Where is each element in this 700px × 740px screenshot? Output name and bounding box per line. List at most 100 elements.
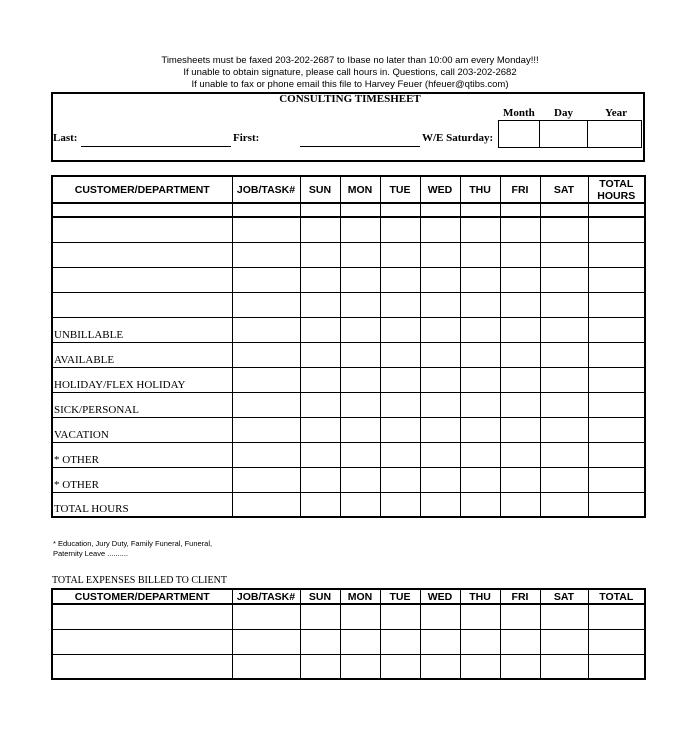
last-name-field[interactable] <box>81 146 231 147</box>
cell-tue[interactable] <box>379 241 421 268</box>
cell-sun[interactable] <box>299 391 341 418</box>
cell-sun[interactable] <box>299 441 341 468</box>
cell-sun[interactable] <box>299 241 341 268</box>
cell-total-hours[interactable] <box>587 491 646 518</box>
cell-fri[interactable] <box>499 291 541 318</box>
cell-total[interactable] <box>587 653 646 680</box>
cell-total-hours[interactable] <box>587 266 646 293</box>
cell-tue[interactable] <box>379 266 421 293</box>
cell-wed[interactable] <box>419 466 461 493</box>
cell-sun[interactable] <box>299 466 341 493</box>
cell-total-hours[interactable] <box>587 216 646 243</box>
cell-tue[interactable] <box>379 341 421 368</box>
cell-fri[interactable] <box>499 628 541 655</box>
row-label[interactable] <box>51 653 233 680</box>
cell-mon[interactable] <box>339 216 381 243</box>
row-label[interactable] <box>51 628 233 655</box>
cell-tue[interactable] <box>379 202 421 218</box>
cell-mon[interactable] <box>339 441 381 468</box>
cell-mon[interactable] <box>339 603 381 630</box>
cell-fri[interactable] <box>499 491 541 518</box>
cell-total-hours[interactable] <box>587 291 646 318</box>
cell-job-task[interactable] <box>231 466 301 493</box>
cell-fri[interactable] <box>499 202 541 218</box>
cell-sat[interactable] <box>539 341 589 368</box>
cell-mon[interactable] <box>339 241 381 268</box>
cell-total-hours[interactable] <box>587 241 646 268</box>
cell-tue[interactable] <box>379 416 421 443</box>
cell-total-hours[interactable] <box>587 366 646 393</box>
cell-mon[interactable] <box>339 366 381 393</box>
cell-sat[interactable] <box>539 291 589 318</box>
cell-sun[interactable] <box>299 316 341 343</box>
cell-sat[interactable] <box>539 441 589 468</box>
cell-mon[interactable] <box>339 491 381 518</box>
cell-sat[interactable] <box>539 216 589 243</box>
cell-total-hours[interactable] <box>587 341 646 368</box>
cell-sat[interactable] <box>539 266 589 293</box>
cell-thu[interactable] <box>459 216 501 243</box>
cell-mon[interactable] <box>339 416 381 443</box>
cell-job-task[interactable] <box>231 291 301 318</box>
cell-tue[interactable] <box>379 391 421 418</box>
cell-sun[interactable] <box>299 266 341 293</box>
cell-thu[interactable] <box>459 653 501 680</box>
first-name-field[interactable] <box>300 146 420 147</box>
cell-sat[interactable] <box>539 202 589 218</box>
cell-thu[interactable] <box>459 416 501 443</box>
cell-sun[interactable] <box>299 628 341 655</box>
cell-total-hours[interactable] <box>587 391 646 418</box>
cell-tue[interactable] <box>379 441 421 468</box>
cell-wed[interactable] <box>419 216 461 243</box>
cell-mon[interactable] <box>339 291 381 318</box>
cell-fri[interactable] <box>499 466 541 493</box>
cell-sun[interactable] <box>299 366 341 393</box>
cell-job-task[interactable] <box>231 653 301 680</box>
cell-wed[interactable] <box>419 291 461 318</box>
cell-wed[interactable] <box>419 441 461 468</box>
cell-sat[interactable] <box>539 491 589 518</box>
cell-mon[interactable] <box>339 391 381 418</box>
cell-wed[interactable] <box>419 628 461 655</box>
cell-sat[interactable] <box>539 628 589 655</box>
cell-wed[interactable] <box>419 316 461 343</box>
cell-sat[interactable] <box>539 653 589 680</box>
cell-sun[interactable] <box>299 341 341 368</box>
year-field[interactable] <box>588 120 642 148</box>
cell-total[interactable] <box>587 603 646 630</box>
cell-thu[interactable] <box>459 441 501 468</box>
day-field[interactable] <box>539 120 588 148</box>
cell-job-task[interactable] <box>231 391 301 418</box>
cell-tue[interactable] <box>379 366 421 393</box>
cell-thu[interactable] <box>459 291 501 318</box>
cell-fri[interactable] <box>499 603 541 630</box>
cell-tue[interactable] <box>379 653 421 680</box>
cell-fri[interactable] <box>499 241 541 268</box>
cell-total[interactable] <box>587 628 646 655</box>
cell-thu[interactable] <box>459 366 501 393</box>
cell-job-task[interactable] <box>231 441 301 468</box>
row-label[interactable] <box>51 266 233 293</box>
cell-thu[interactable] <box>459 316 501 343</box>
cell-job-task[interactable] <box>231 316 301 343</box>
cell-thu[interactable] <box>459 603 501 630</box>
cell-job-task[interactable] <box>231 366 301 393</box>
cell-job-task[interactable] <box>231 416 301 443</box>
cell-sat[interactable] <box>539 366 589 393</box>
cell-thu[interactable] <box>459 466 501 493</box>
cell-sun[interactable] <box>299 653 341 680</box>
cell-fri[interactable] <box>499 266 541 293</box>
cell-mon[interactable] <box>339 341 381 368</box>
cell-job-task[interactable] <box>231 491 301 518</box>
cell-sat[interactable] <box>539 391 589 418</box>
cell-sat[interactable] <box>539 241 589 268</box>
cell-wed[interactable] <box>419 202 461 218</box>
cell-wed[interactable] <box>419 341 461 368</box>
cell-sun[interactable] <box>299 603 341 630</box>
cell-sun[interactable] <box>299 491 341 518</box>
cell-mon[interactable] <box>339 202 381 218</box>
cell-wed[interactable] <box>419 653 461 680</box>
cell-thu[interactable] <box>459 266 501 293</box>
cell-thu[interactable] <box>459 341 501 368</box>
cell-fri[interactable] <box>499 316 541 343</box>
